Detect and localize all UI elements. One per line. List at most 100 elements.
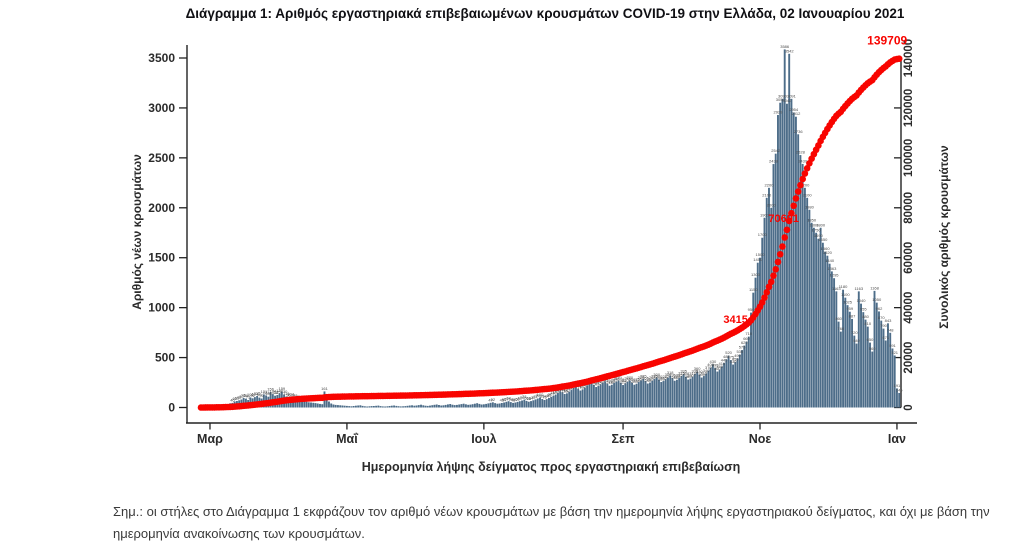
svg-text:100: 100	[247, 392, 254, 397]
svg-text:3090: 3090	[778, 93, 788, 98]
svg-text:118: 118	[272, 390, 279, 395]
svg-text:50: 50	[502, 397, 507, 402]
svg-text:1690: 1690	[814, 233, 824, 238]
axes: 0 500 1000 1500 2000 2500 3000 3500 0 20000 40000 6…	[130, 39, 951, 474]
svg-text:748: 748	[887, 327, 894, 332]
bar-value-labels: 4660657280958875100921041159990131121108…	[230, 44, 903, 403]
svg-text:2100: 2100	[762, 192, 772, 197]
svg-text:790: 790	[880, 323, 887, 328]
svg-text:Ιουλ: Ιουλ	[471, 432, 496, 446]
svg-text:2200: 2200	[765, 182, 775, 187]
svg-text:131: 131	[261, 389, 268, 394]
svg-text:575: 575	[739, 345, 746, 350]
svg-text:959: 959	[846, 306, 853, 311]
svg-text:2954: 2954	[789, 107, 799, 112]
svg-text:118: 118	[550, 390, 557, 395]
svg-text:54: 54	[509, 397, 514, 402]
svg-text:950: 950	[748, 307, 755, 312]
svg-text:500: 500	[155, 351, 175, 365]
svg-text:56: 56	[515, 396, 520, 401]
svg-text:870: 870	[878, 315, 885, 320]
svg-text:1650: 1650	[818, 237, 828, 242]
svg-text:1050: 1050	[872, 297, 882, 302]
svg-text:1180: 1180	[839, 284, 848, 289]
svg-text:660: 660	[743, 336, 750, 341]
svg-text:161: 161	[321, 386, 328, 391]
svg-text:295: 295	[669, 373, 676, 378]
svg-text:270: 270	[638, 375, 645, 380]
svg-text:90: 90	[536, 393, 541, 398]
svg-text:410: 410	[718, 361, 725, 366]
svg-text:255: 255	[635, 377, 642, 382]
svg-text:146: 146	[896, 387, 903, 392]
svg-text:134: 134	[269, 389, 276, 394]
svg-text:95: 95	[547, 393, 552, 398]
svg-text:104: 104	[287, 392, 294, 397]
svg-text:270: 270	[626, 375, 633, 380]
svg-text:245: 245	[611, 378, 618, 383]
svg-text:1800: 1800	[809, 222, 819, 227]
svg-text:0: 0	[168, 401, 175, 415]
svg-text:191: 191	[894, 383, 901, 388]
svg-text:1850: 1850	[807, 217, 817, 222]
svg-text:962: 962	[876, 306, 883, 311]
svg-text:1700: 1700	[758, 232, 768, 237]
svg-text:72: 72	[237, 395, 242, 400]
svg-text:3586: 3586	[780, 44, 790, 49]
svg-text:Ιαν: Ιαν	[888, 432, 906, 446]
svg-text:45: 45	[500, 398, 505, 403]
svg-text:1163: 1163	[832, 286, 841, 291]
svg-text:75: 75	[542, 395, 547, 400]
svg-text:380: 380	[716, 364, 723, 369]
svg-text:92: 92	[293, 393, 298, 398]
cumulative-cases-line	[197, 55, 903, 411]
svg-text:265: 265	[642, 376, 649, 381]
svg-text:58: 58	[527, 396, 532, 401]
svg-text:125: 125	[274, 390, 281, 395]
svg-text:0: 0	[903, 404, 915, 410]
svg-text:108: 108	[265, 391, 272, 396]
svg-text:240: 240	[644, 378, 651, 383]
svg-text:121: 121	[263, 390, 270, 395]
svg-text:335: 335	[680, 369, 687, 374]
svg-text:1500: 1500	[148, 251, 175, 265]
svg-text:2912: 2912	[791, 111, 801, 116]
svg-text:40000: 40000	[903, 292, 915, 324]
svg-text:142: 142	[564, 388, 571, 393]
svg-text:90: 90	[259, 393, 264, 398]
svg-text:140000: 140000	[903, 39, 915, 77]
svg-text:330: 330	[696, 369, 703, 374]
svg-text:100: 100	[537, 392, 544, 397]
svg-text:156: 156	[267, 386, 274, 391]
svg-text:395: 395	[712, 363, 719, 368]
svg-text:475: 475	[727, 355, 734, 360]
svg-text:318: 318	[667, 370, 674, 375]
svg-text:88: 88	[291, 393, 296, 398]
svg-text:120000: 120000	[903, 89, 915, 127]
svg-text:92: 92	[250, 393, 255, 398]
svg-text:268: 268	[649, 375, 656, 380]
svg-text:110: 110	[283, 391, 290, 396]
svg-text:Νοε: Νοε	[749, 432, 772, 446]
svg-text:96: 96	[286, 392, 291, 397]
svg-text:1100: 1100	[841, 292, 850, 297]
svg-text:63: 63	[518, 396, 523, 401]
svg-text:430: 430	[710, 359, 717, 364]
svg-text:238: 238	[633, 378, 640, 383]
svg-text:290: 290	[687, 373, 694, 378]
svg-text:400: 400	[707, 362, 714, 367]
svg-text:455: 455	[732, 357, 739, 362]
svg-text:258: 258	[624, 376, 631, 381]
svg-text:310: 310	[689, 371, 696, 376]
svg-text:1040: 1040	[857, 298, 867, 303]
svg-text:2439: 2439	[798, 158, 808, 163]
svg-text:560: 560	[869, 346, 876, 351]
svg-text:285: 285	[640, 374, 647, 379]
svg-text:80: 80	[239, 394, 244, 399]
svg-text:280: 280	[656, 374, 663, 379]
svg-text:671: 671	[882, 335, 889, 340]
svg-text:81: 81	[533, 394, 538, 399]
left-axis-title: Αριθμός νέων κρουσμάτων	[130, 154, 144, 310]
svg-text:1025: 1025	[843, 300, 853, 305]
svg-text:860: 860	[835, 316, 842, 321]
